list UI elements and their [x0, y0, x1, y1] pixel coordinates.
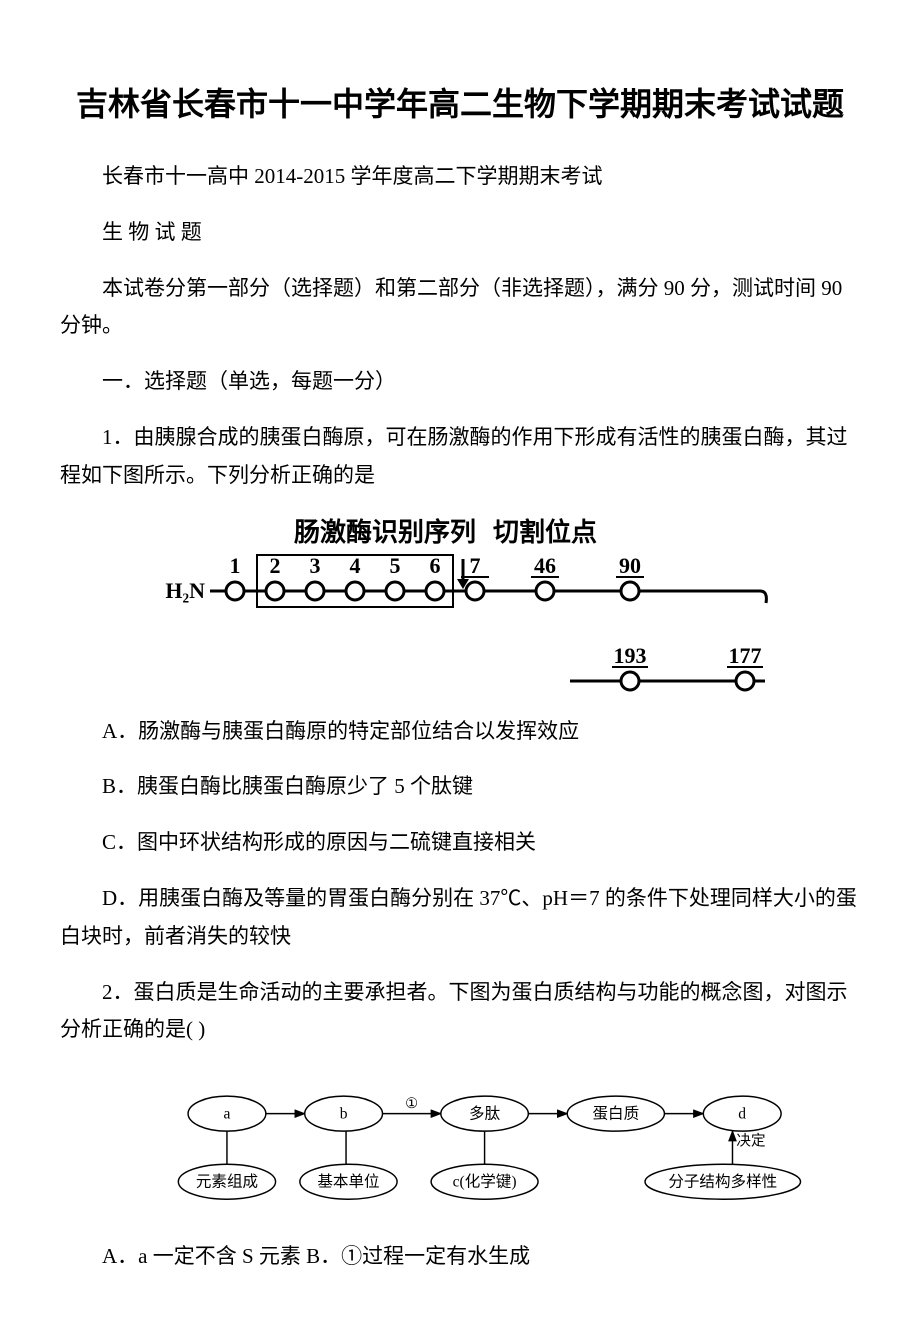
svg-text:蛋白质: 蛋白质: [593, 1105, 640, 1123]
subject-line: 生 物 试 题: [60, 214, 860, 252]
q2-option-ab: A．a 一定不含 S 元素 B．①过程一定有水生成: [60, 1238, 860, 1276]
svg-text:切割位点: 切割位点: [493, 517, 597, 547]
svg-text:1: 1: [230, 553, 241, 578]
q2-figure: ① 决定 a b 多肽 蛋白质 d 元素组成 基本单位 c(化学键) 分子结构多样性: [120, 1067, 820, 1213]
svg-text:a: a: [224, 1106, 231, 1123]
svg-text:肠激酶识别序列: 肠激酶识别序列: [294, 517, 476, 547]
svg-text:2: 2: [270, 553, 281, 578]
q1-option-b: B．胰蛋白酶比胰蛋白酶原少了 5 个肽键: [60, 768, 860, 806]
svg-text:5: 5: [390, 553, 401, 578]
instructions: 本试卷分第一部分（选择题）和第二部分（非选择题），满分 90 分，测试时间 90…: [60, 270, 860, 346]
svg-text:决定: 决定: [736, 1133, 765, 1150]
q1-stem: 1．由胰腺合成的胰蛋白酶原，可在肠激酶的作用下形成有活性的胰蛋白酶，其过程如下图…: [60, 419, 860, 495]
svg-text:多肽: 多肽: [469, 1105, 501, 1123]
svg-text:基本单位: 基本单位: [317, 1173, 379, 1191]
svg-text:177: 177: [729, 643, 762, 668]
svg-text:6: 6: [430, 553, 441, 578]
svg-text:193: 193: [614, 643, 647, 668]
svg-text:7: 7: [470, 553, 481, 578]
q1-figure-container: 肠激酶识别序列切割位点 H₂N 1 2 3 4 5 6 7 46 90 193 177: [60, 513, 860, 693]
subtitle: 长春市十一高中 2014-2015 学年度高二下学期期末考试: [60, 158, 860, 196]
svg-text:①: ①: [405, 1096, 418, 1112]
svg-text:d: d: [738, 1106, 746, 1123]
q2-figure-container: ① 决定 a b 多肽 蛋白质 d 元素组成 基本单位 c(化学键) 分子结构多样性: [60, 1067, 860, 1238]
svg-text:分子结构多样性: 分子结构多样性: [668, 1173, 777, 1191]
q2-stem: 2．蛋白质是生命活动的主要承担者。下图为蛋白质结构与功能的概念图，对图示分析正确…: [60, 974, 860, 1050]
document-title: 吉林省长春市十一中学年高二生物下学期期末考试试题: [60, 80, 860, 128]
svg-text:元素组成: 元素组成: [196, 1173, 258, 1191]
svg-text:c(化学键): c(化学键): [453, 1173, 517, 1191]
svg-text:4: 4: [350, 553, 361, 578]
q1-figure: 肠激酶识别序列切割位点 H₂N 1 2 3 4 5 6 7 46 90 193 177: [150, 513, 770, 693]
q1-option-a: A．肠激酶与胰蛋白酶原的特定部位结合以发挥效应: [60, 713, 860, 751]
svg-text:b: b: [340, 1106, 348, 1123]
svg-text:H₂N: H₂N: [165, 578, 205, 603]
svg-text:90: 90: [619, 553, 641, 578]
section-header: 一．选择题（单选，每题一分）: [60, 363, 860, 401]
q1-option-d: D．用胰蛋白酶及等量的胃蛋白酶分别在 37℃、pH＝7 的条件下处理同样大小的蛋…: [60, 880, 860, 956]
q1-option-c: C．图中环状结构形成的原因与二硫键直接相关: [60, 824, 860, 862]
svg-text:3: 3: [310, 553, 321, 578]
svg-text:46: 46: [534, 553, 556, 578]
